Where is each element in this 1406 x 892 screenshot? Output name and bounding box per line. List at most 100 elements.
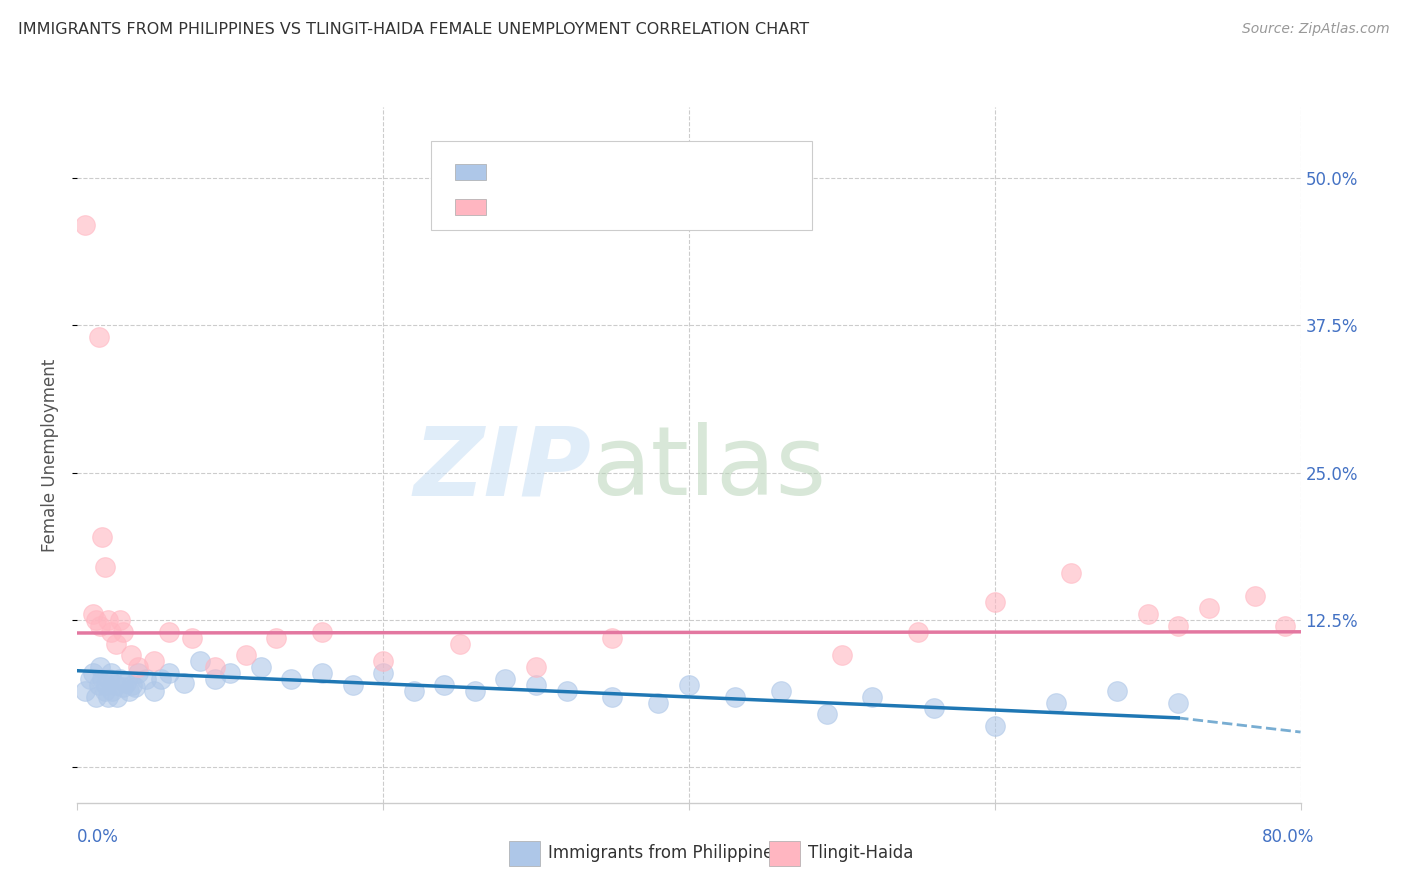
Text: R =: R = xyxy=(501,196,536,214)
Point xyxy=(97,613,120,627)
Point xyxy=(105,690,128,704)
Point xyxy=(311,666,333,681)
Point xyxy=(157,666,180,681)
Point xyxy=(1045,696,1067,710)
Point xyxy=(90,531,112,545)
Point xyxy=(235,648,257,663)
Text: Immigrants from Philippines: Immigrants from Philippines xyxy=(548,844,783,862)
Point xyxy=(402,683,425,698)
Point xyxy=(120,648,142,663)
Point xyxy=(104,637,127,651)
Point xyxy=(555,683,578,698)
Point xyxy=(433,678,456,692)
Point xyxy=(121,678,143,692)
Point xyxy=(984,719,1007,733)
Point xyxy=(90,672,112,686)
Point xyxy=(96,678,118,692)
Point xyxy=(815,707,838,722)
Point xyxy=(87,330,110,344)
Point xyxy=(142,654,165,668)
Point xyxy=(82,666,104,681)
Text: 0.003: 0.003 xyxy=(543,196,600,214)
Point xyxy=(1274,619,1296,633)
Point xyxy=(342,678,364,692)
Text: IMMIGRANTS FROM PHILIPPINES VS TLINGIT-HAIDA FEMALE UNEMPLOYMENT CORRELATION CHA: IMMIGRANTS FROM PHILIPPINES VS TLINGIT-H… xyxy=(18,22,810,37)
Point xyxy=(769,683,792,698)
Point xyxy=(524,660,547,674)
Point xyxy=(1060,566,1083,580)
Point xyxy=(100,666,122,681)
Point xyxy=(181,631,204,645)
Point xyxy=(108,672,131,686)
Text: ZIP: ZIP xyxy=(413,422,591,516)
Point xyxy=(1107,683,1129,698)
Text: atlas: atlas xyxy=(591,422,827,516)
Y-axis label: Female Unemployment: Female Unemployment xyxy=(41,359,59,551)
Point xyxy=(128,660,150,674)
Text: N =: N = xyxy=(634,196,671,214)
Point xyxy=(1167,696,1189,710)
Point xyxy=(524,678,547,692)
Point xyxy=(1136,607,1159,621)
Point xyxy=(79,672,101,686)
Point xyxy=(128,666,150,681)
Point xyxy=(150,672,173,686)
Point xyxy=(101,683,124,698)
Point xyxy=(157,624,180,639)
Text: 80.0%: 80.0% xyxy=(1263,828,1315,846)
Point xyxy=(907,624,929,639)
Point xyxy=(112,624,135,639)
Point xyxy=(98,672,121,686)
Point xyxy=(724,690,747,704)
Point xyxy=(124,680,146,694)
Point xyxy=(449,637,471,651)
Point xyxy=(100,624,122,639)
Point xyxy=(73,218,96,232)
Point xyxy=(84,690,107,704)
Point xyxy=(118,683,141,698)
Point xyxy=(84,613,107,627)
Point xyxy=(204,672,226,686)
Point xyxy=(371,666,394,681)
Point xyxy=(602,631,624,645)
Point xyxy=(264,631,287,645)
Point xyxy=(495,672,517,686)
Point xyxy=(1198,601,1220,615)
Point xyxy=(108,613,131,627)
Point xyxy=(311,624,333,639)
Point xyxy=(371,654,394,668)
Point xyxy=(82,607,104,621)
Point xyxy=(204,660,226,674)
Text: -0.280: -0.280 xyxy=(543,161,602,178)
Point xyxy=(250,660,273,674)
Point xyxy=(188,654,211,668)
Point xyxy=(831,648,853,663)
Point xyxy=(862,690,884,704)
Point xyxy=(87,678,110,692)
Text: N =: N = xyxy=(634,161,671,178)
Point xyxy=(89,619,111,633)
Point xyxy=(1243,590,1265,604)
Point xyxy=(89,660,111,674)
Text: R =: R = xyxy=(501,161,536,178)
Text: 53: 53 xyxy=(676,161,699,178)
Text: 0.0%: 0.0% xyxy=(77,828,120,846)
Point xyxy=(1167,619,1189,633)
Point xyxy=(464,683,486,698)
Point xyxy=(219,666,242,681)
Point xyxy=(142,683,165,698)
Point xyxy=(104,678,127,692)
Text: Tlingit-Haida: Tlingit-Haida xyxy=(808,844,914,862)
Text: 34: 34 xyxy=(676,196,699,214)
Point xyxy=(94,683,117,698)
Point xyxy=(647,696,669,710)
Point xyxy=(280,672,302,686)
Point xyxy=(112,680,135,694)
Point xyxy=(602,690,624,704)
Point xyxy=(94,560,117,574)
Point xyxy=(97,690,120,704)
Point xyxy=(173,675,195,690)
Point xyxy=(115,675,138,690)
Point xyxy=(135,672,157,686)
Point xyxy=(73,683,96,698)
